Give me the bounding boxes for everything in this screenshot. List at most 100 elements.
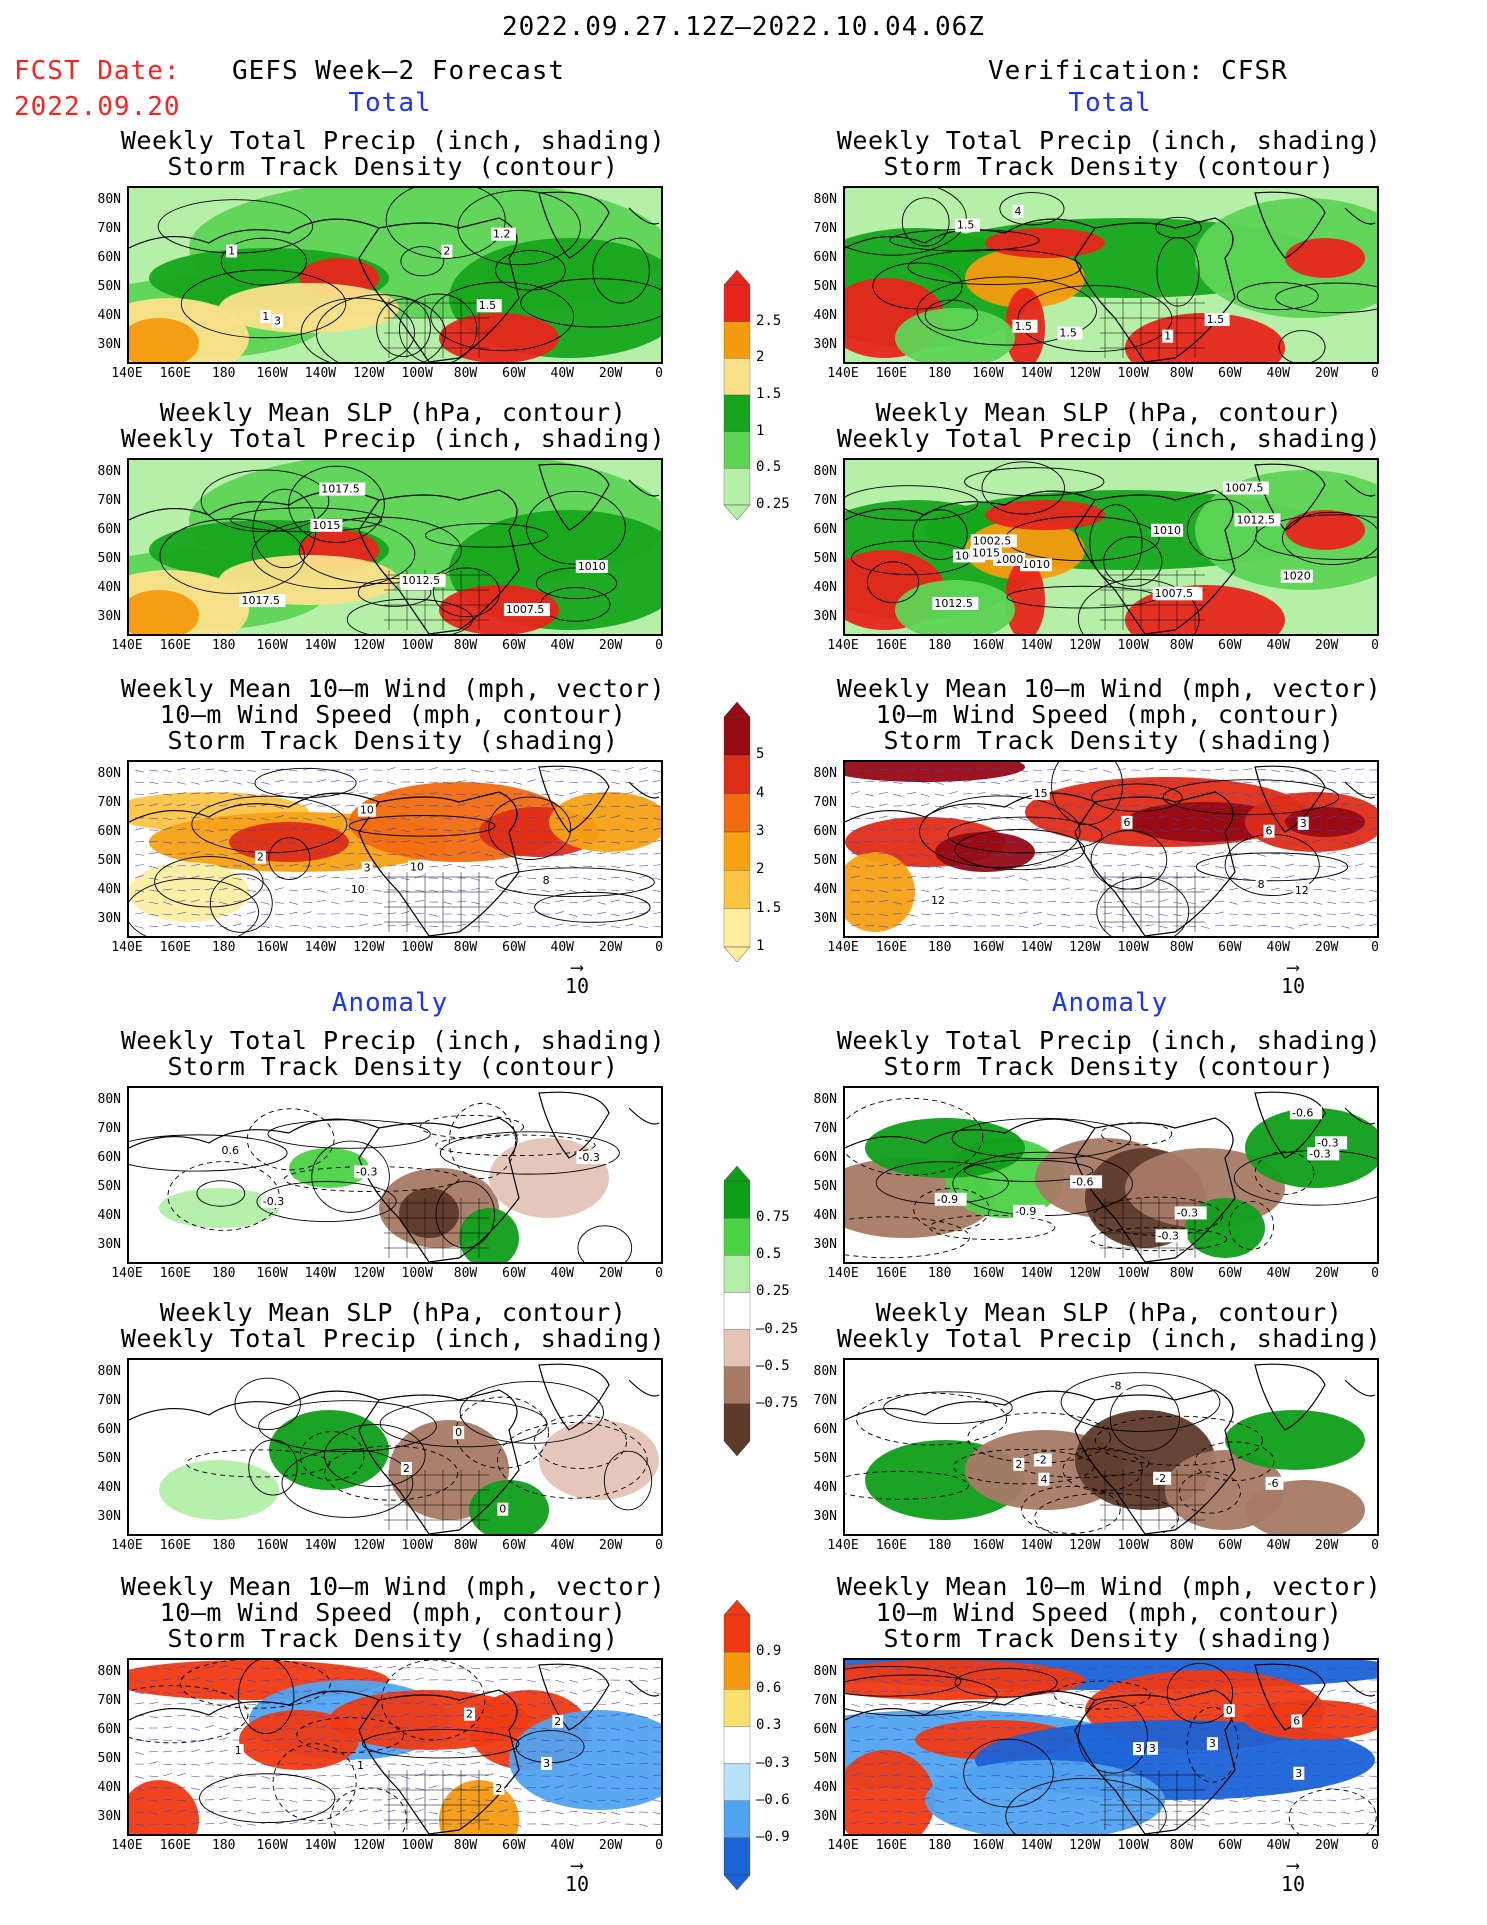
wind-vector (470, 901, 480, 905)
wind-vector (1200, 853, 1210, 856)
longitude-label: 140E (827, 1266, 859, 1281)
latitude-label: 40N (97, 1480, 121, 1495)
contour-line (379, 1400, 548, 1448)
wind-vector (1326, 865, 1336, 868)
contour-label-bg (1291, 1714, 1303, 1728)
contour-line (348, 815, 496, 837)
wind-vector (1074, 805, 1084, 809)
wind-vector (288, 901, 298, 905)
wind-vector (1018, 853, 1028, 857)
wind-vector (302, 852, 312, 855)
valid-period: 2022.09.27.12Z–2022.10.04.06Z (502, 12, 985, 42)
latitude-label: 40N (97, 308, 121, 323)
wind-vector (1074, 924, 1084, 927)
wind-vector (1256, 864, 1266, 867)
wind-vector (1200, 805, 1210, 808)
latitude-label: 60N (97, 250, 121, 265)
wind-vector (1004, 913, 1014, 916)
longitude-label: 180 (927, 1838, 952, 1853)
contour-line (283, 1166, 460, 1192)
contour-label-bg (239, 594, 286, 608)
wind-vector (638, 1797, 648, 1801)
wind-vector (190, 816, 200, 819)
wind-vector (204, 1666, 214, 1669)
latitude-label: 30N (813, 609, 837, 624)
wind-vector (526, 1774, 536, 1777)
wind-vector (1158, 925, 1168, 929)
wind-vector (906, 875, 916, 879)
wind-vector (316, 841, 326, 845)
contour-label: 1017.5 (242, 594, 281, 607)
panel-title-line: Weekly Total Precip (inch, shading) (120, 1324, 666, 1353)
wind-vector (1200, 876, 1210, 879)
wind-vector (316, 851, 326, 855)
wind-vector (878, 791, 888, 795)
wind-vector (596, 1821, 606, 1825)
contour-label: 15 (1034, 787, 1048, 800)
latitude-label: 80N (813, 1092, 837, 1107)
latitude-label: 60N (97, 1722, 121, 1737)
colorbar-swatch (723, 358, 751, 396)
wind-vector (1088, 828, 1098, 831)
wind-vector (1354, 901, 1364, 904)
wind-vector (1186, 901, 1196, 905)
wind-vector (1102, 1823, 1112, 1826)
wind-vector (358, 913, 368, 916)
wind-vector (1340, 1690, 1350, 1693)
wind-vector (1200, 888, 1210, 891)
wind-vector (540, 1823, 550, 1826)
wind-vector (540, 889, 550, 893)
wind-vector (288, 827, 298, 831)
north-america-coastline (1074, 1389, 1236, 1534)
longitude-label: 40W (1266, 1266, 1290, 1281)
contour-line (964, 467, 1105, 497)
wind-vector (1340, 1701, 1350, 1705)
panel-title-line: Storm Track Density (contour) (883, 1052, 1335, 1081)
wind-vector (638, 779, 648, 783)
contour-line (439, 1131, 620, 1175)
longitude-label: 0 (655, 1838, 663, 1853)
wind-vector (638, 767, 648, 771)
contour-label: 6 (1293, 1714, 1300, 1727)
wind-vector (1060, 865, 1070, 868)
wind-vector (1228, 901, 1238, 905)
wind-vector (554, 1679, 564, 1683)
wind-vector (1242, 1763, 1252, 1766)
wind-vector (1060, 804, 1070, 807)
shaded-region (539, 1420, 659, 1500)
wind-vector (1004, 875, 1014, 879)
panel-title-line: Weekly Mean 10–m Wind (mph, vector) (836, 674, 1382, 703)
colorbar-cap (723, 504, 751, 520)
panel-title-line: Storm Track Density (contour) (167, 152, 619, 181)
wind-vector (1088, 805, 1098, 809)
longitude-label: 20W (1314, 1266, 1339, 1281)
wind-vector (456, 865, 466, 869)
latitude-label: 50N (813, 1179, 837, 1194)
wind-vector (1340, 1715, 1350, 1718)
contour-line (323, 1424, 426, 1488)
wind-vector (948, 1727, 958, 1730)
latitude-label: 70N (813, 221, 837, 236)
latitude-label: 50N (813, 279, 837, 294)
contour-line (1281, 511, 1377, 565)
wind-vector (1214, 1703, 1224, 1707)
north-america-coastline (358, 1689, 520, 1834)
wind-vector (414, 1701, 424, 1705)
wind-vector (1214, 840, 1224, 843)
longitude-label: 160E (159, 1838, 192, 1853)
wind-vector (596, 911, 606, 915)
contour-label: 1010 (1022, 558, 1050, 571)
wind-vector (302, 1763, 312, 1766)
wind-vector (554, 828, 564, 831)
wind-vector (414, 1715, 424, 1718)
wind-vector (1060, 1750, 1070, 1753)
longitude-label: 60W (1218, 1266, 1242, 1281)
wind-vector (1326, 1787, 1336, 1790)
contour-label-bg (1012, 204, 1024, 218)
wind-vector (302, 1822, 312, 1825)
wind-vector (1144, 1775, 1154, 1779)
longitude-label: 160E (159, 366, 192, 381)
wind-vector (1312, 889, 1322, 891)
wind-vector (1284, 1775, 1294, 1778)
wind-vector (1214, 889, 1225, 891)
